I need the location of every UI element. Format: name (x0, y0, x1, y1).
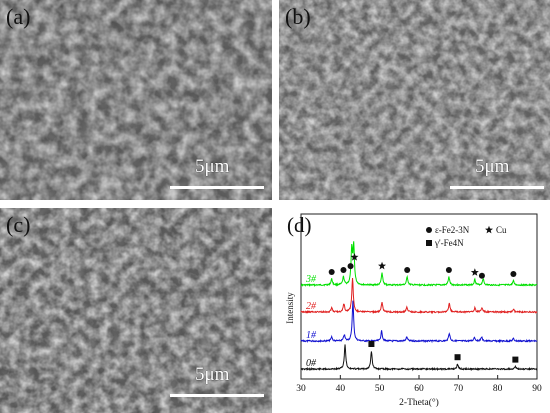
scale-bar-a (170, 186, 264, 189)
plot-frame (300, 213, 538, 380)
scale-bar-label-b: 5μm (475, 156, 510, 177)
legend-label-circle: ε-Fe2-3N (435, 225, 470, 235)
scale-bar-b (450, 186, 544, 189)
series-line-2# (300, 278, 538, 315)
phase-marker-circle (347, 263, 354, 270)
legend-marker-circle (426, 227, 432, 233)
scale-bar-label-a: 5μm (195, 156, 230, 177)
panel-label-d: (d) (287, 213, 312, 237)
x-tick-label: 50 (375, 384, 385, 394)
phase-marker-star (350, 252, 359, 261)
series-label-3#: 3# (305, 274, 317, 285)
phase-marker-circle (340, 267, 347, 273)
x-tick-label: 90 (532, 384, 542, 394)
series-label-0#: 0# (306, 358, 317, 369)
panel-label-b: (b) (285, 4, 311, 29)
phase-marker-circle (445, 267, 452, 273)
series-line-3# (300, 241, 538, 288)
x-tick-label: 60 (414, 384, 424, 394)
scale-bar-label-c: 5μm (195, 364, 230, 385)
sem-image-b: (b) 5μm (279, 0, 550, 200)
legend-marker-star (485, 225, 493, 234)
sem-micrograph-c (0, 208, 272, 413)
phase-marker-square (368, 341, 375, 347)
sem-micrograph-b (279, 0, 550, 200)
phase-marker-star (470, 268, 479, 276)
x-tick-label: 40 (336, 384, 346, 394)
series-line-0# (300, 344, 538, 372)
xrd-chart-panel: (d) 30 40 50 60 70 80 90 2-Theta(°) Intensity 3# 2#… (279, 208, 550, 413)
y-axis-title: Intensity (285, 292, 295, 324)
x-tick-label: 80 (493, 384, 503, 394)
phase-marker-circle (478, 272, 485, 279)
series-label-2#: 2# (306, 301, 317, 312)
phase-marker-square (454, 354, 461, 361)
scale-bar-c (170, 394, 264, 397)
legend-label-square: γ'-Fe4N (434, 238, 464, 248)
series-label-1#: 1# (306, 330, 317, 341)
x-tick-label: 70 (454, 384, 464, 394)
sem-image-c: (c) 5μm (0, 208, 272, 413)
phase-marker-circle (510, 271, 517, 277)
panel-label-c: (c) (6, 212, 31, 237)
legend-marker-square (426, 240, 432, 246)
series-line-1# (300, 300, 538, 344)
xrd-chart: (d) 30 40 50 60 70 80 90 2-Theta(°) Intensity 3# 2#… (285, 213, 542, 408)
legend-label-star: Cu (496, 225, 507, 235)
sem-micrograph-a (0, 0, 272, 200)
phase-marker-star (378, 261, 387, 270)
phase-marker-circle (404, 267, 411, 273)
phase-marker-square (512, 356, 519, 363)
x-axis-title: 2-Theta(°) (399, 397, 439, 408)
phase-marker-circle (328, 269, 335, 275)
x-tick-label: 30 (296, 384, 306, 394)
panel-label-a: (a) (6, 4, 31, 29)
sem-image-a: (a) 5μm (0, 0, 272, 200)
